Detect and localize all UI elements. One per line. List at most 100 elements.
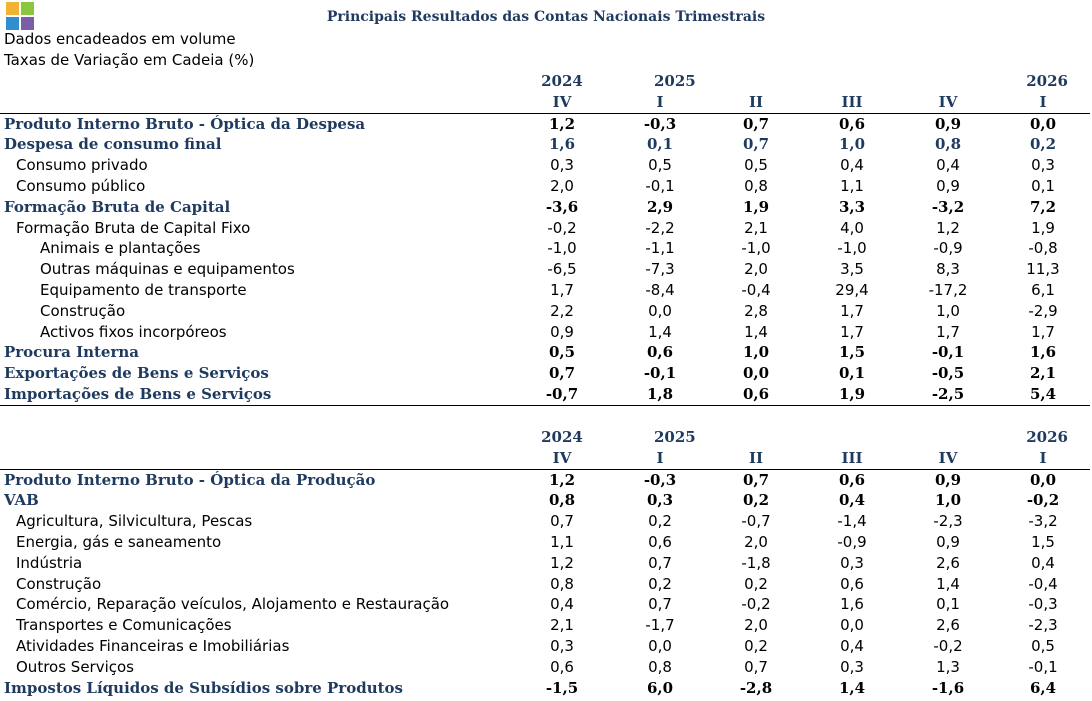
cell-value: 0,9 (936, 176, 960, 195)
cell-value: -0,2 (741, 595, 771, 614)
cell-value: 1,7 (936, 322, 960, 341)
cell-value: 1,4 (838, 678, 866, 697)
cell-value: 1,5 (838, 343, 866, 362)
row-label: Produto Interno Bruto - Óptica da Produç… (4, 470, 376, 489)
cell-value: 0,2 (648, 574, 672, 593)
cell-value: 2,9 (646, 197, 674, 216)
row-label: Construção (16, 574, 102, 593)
table-row: Indústria 1,2 0,7 -1,8 0,3 2,6 0,4 (0, 553, 1090, 574)
table-row: Procura Interna 0,5 0,6 1,0 1,5 -0,1 1,6 (0, 342, 1090, 363)
cell-value: 0,6 (646, 343, 674, 362)
row-label: Outras máquinas e equipamentos (40, 260, 295, 279)
cell-value: -17,2 (928, 280, 968, 299)
cell-value: 1,6 (840, 595, 864, 614)
quarter-header: II (708, 91, 804, 114)
cell-value: 29,4 (835, 280, 869, 299)
table-row: Exportações de Bens e Serviços 0,7 -0,1 0,0… (0, 363, 1090, 384)
row-label: Exportações de Bens e Serviços (4, 364, 269, 383)
row-label: Comércio, Reparação veículos, Alojamento… (16, 595, 450, 614)
cell-value: -0,2 (547, 218, 577, 237)
cell-value: 0,3 (550, 636, 574, 655)
cell-value: 2,0 (550, 176, 574, 195)
cell-value: 1,4 (648, 322, 672, 341)
cell-value: 0,3 (646, 491, 674, 510)
cell-value: 1,6 (1029, 343, 1057, 362)
cell-value: 0,1 (838, 364, 866, 383)
table-row: Construção 2,2 0,0 2,8 1,7 1,0 -2,9 (0, 301, 1090, 322)
cell-value: 0,6 (648, 532, 672, 551)
cell-value: 6,1 (1031, 280, 1055, 299)
cell-value: 1,2 (550, 553, 574, 572)
cell-value: -0,5 (931, 364, 965, 383)
cell-value: 3,5 (840, 260, 864, 279)
logo-square-1 (6, 2, 19, 15)
cell-value: -6,5 (547, 260, 577, 279)
cell-value: 2,1 (550, 616, 574, 635)
cell-value: 1,0 (934, 491, 962, 510)
quarter-header-row: IV I II III IV I (0, 91, 1090, 114)
cell-value: 1,0 (838, 135, 866, 154)
cell-value: 0,0 (648, 636, 672, 655)
cell-value: 0,9 (550, 322, 574, 341)
cell-value: 0,6 (550, 657, 574, 676)
table-row: Impostos Líquidos de Subsídios sobre Pro… (0, 678, 1090, 699)
cell-value: -1,6 (931, 678, 965, 697)
cell-value: -0,1 (643, 364, 677, 383)
header-spacer (0, 447, 512, 470)
table-row: Energia, gás e saneamento 1,1 0,6 2,0 -0,9 0,… (0, 532, 1090, 553)
year-header: 2024 (541, 72, 583, 90)
quarter-header: II (708, 447, 804, 470)
quarter-header: I (612, 447, 708, 470)
cell-value: 0,4 (1031, 553, 1055, 572)
table-row: Construção 0,8 0,2 0,2 0,6 1,4 -0,4 (0, 574, 1090, 595)
cell-value: 2,0 (744, 616, 768, 635)
logo-square-4 (21, 17, 34, 30)
cell-value: 1,7 (1031, 322, 1055, 341)
cell-value: -8,4 (645, 280, 675, 299)
cell-value: 0,3 (840, 657, 864, 676)
row-label: Energia, gás e saneamento (16, 532, 222, 551)
table-row: Despesa de consumo final 1,6 0,1 0,7 1,0 0,8 0… (0, 134, 1090, 155)
cell-value: -1,0 (741, 239, 771, 258)
row-label: Outros Serviços (16, 657, 134, 676)
cell-value: 0,7 (648, 595, 672, 614)
table-row: Transportes e Comunicações 2,1 -1,7 2,0 0,0 2… (0, 615, 1090, 636)
row-label: Transportes e Comunicações (16, 616, 232, 635)
cell-value: 2,1 (744, 218, 768, 237)
row-label: Atividades Financeiras e Imobiliárias (16, 636, 290, 655)
cell-value: 1,9 (742, 197, 770, 216)
cell-value: -1,5 (545, 678, 579, 697)
table-row: Atividades Financeiras e Imobiliárias 0,3… (0, 636, 1090, 657)
cell-value: -0,1 (645, 176, 675, 195)
year-header-row: 2024 2025 2026 (0, 427, 1090, 448)
cell-value: -0,7 (512, 383, 612, 406)
cell-value: 2,2 (550, 301, 574, 320)
cell-value: -0,1 (931, 343, 965, 362)
cell-value: -2,5 (900, 383, 996, 406)
cell-value: 0,0 (1029, 114, 1057, 133)
year-header: 2026 (1026, 428, 1068, 446)
year-header (804, 427, 900, 448)
row-label: Animais e plantações (40, 239, 201, 258)
cell-value: 0,2 (742, 491, 770, 510)
cell-value: -0,1 (1028, 657, 1058, 676)
cell-value: -0,3 (643, 470, 677, 489)
cell-value: 7,2 (1029, 197, 1057, 216)
quarter-header-row: IV I II III IV I (0, 447, 1090, 470)
quarter-header: I (996, 91, 1090, 114)
cell-value: 0,8 (548, 491, 576, 510)
cell-value: -1,4 (837, 512, 867, 531)
cell-value: 0,7 (550, 512, 574, 531)
cell-value: -2,3 (933, 512, 963, 531)
cell-value: 2,6 (936, 553, 960, 572)
table-producao: 2024 2025 2026 IV I II III IV I Produto Interno B… (0, 427, 1090, 698)
year-header (900, 427, 996, 448)
table-row: Activos fixos incorpóreos 0,9 1,4 1,4 1,7 1,7… (0, 322, 1090, 343)
table-row: Outras máquinas e equipamentos -6,5 -7,3 2,… (0, 259, 1090, 280)
cell-value: 0,7 (744, 657, 768, 676)
cell-value: 0,1 (936, 595, 960, 614)
cell-value: 2,0 (744, 532, 768, 551)
header-spacer (0, 71, 512, 92)
row-label: Agricultura, Silvicultura, Pescas (16, 512, 253, 531)
row-label: Despesa de consumo final (4, 135, 222, 154)
